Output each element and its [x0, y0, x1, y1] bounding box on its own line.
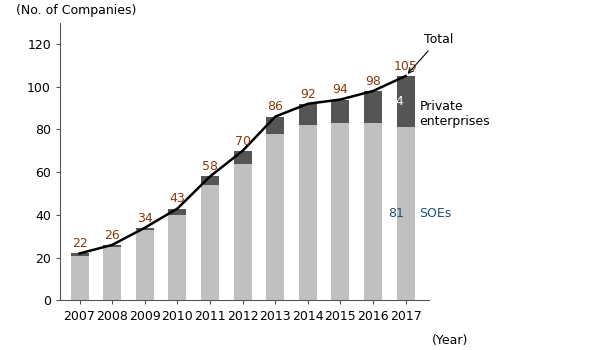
- Text: 86: 86: [267, 100, 283, 113]
- Bar: [331, 123, 349, 301]
- Bar: [364, 123, 382, 301]
- Bar: [103, 247, 121, 301]
- Text: SOEs: SOEs: [419, 208, 452, 220]
- Bar: [71, 253, 89, 256]
- Text: 70: 70: [235, 135, 251, 148]
- Text: 98: 98: [365, 75, 381, 88]
- Bar: [103, 245, 121, 247]
- Bar: [299, 104, 317, 125]
- Bar: [299, 125, 317, 301]
- Text: 43: 43: [170, 193, 185, 205]
- Text: 24: 24: [388, 95, 404, 108]
- Bar: [266, 134, 284, 301]
- Bar: [201, 176, 219, 185]
- Bar: [331, 99, 349, 123]
- Bar: [169, 215, 187, 301]
- Bar: [136, 230, 154, 301]
- Bar: [397, 76, 415, 127]
- Bar: [397, 127, 415, 301]
- Text: 22: 22: [71, 237, 88, 250]
- Bar: [266, 117, 284, 134]
- Text: 58: 58: [202, 160, 218, 173]
- Bar: [233, 164, 251, 301]
- Text: (Year): (Year): [432, 334, 469, 347]
- Text: Private
enterprises: Private enterprises: [419, 100, 490, 128]
- Bar: [233, 151, 251, 164]
- Bar: [364, 91, 382, 123]
- Text: 92: 92: [300, 88, 316, 100]
- Text: 94: 94: [332, 83, 349, 96]
- Bar: [71, 256, 89, 301]
- Text: 26: 26: [104, 229, 120, 242]
- Bar: [136, 228, 154, 230]
- Bar: [169, 209, 187, 215]
- Text: 105: 105: [394, 60, 418, 73]
- Text: 34: 34: [137, 212, 152, 225]
- Text: Total: Total: [409, 33, 453, 73]
- Bar: [201, 185, 219, 301]
- Text: (No. of Companies): (No. of Companies): [16, 4, 136, 17]
- Text: 81: 81: [388, 208, 404, 220]
